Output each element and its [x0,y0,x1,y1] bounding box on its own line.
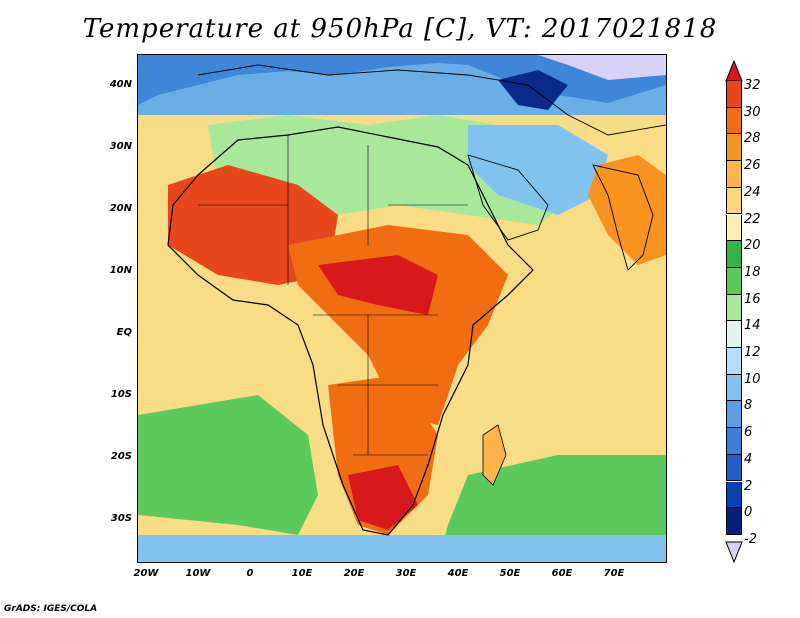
colorbar-label: 12 [744,345,761,360]
colorbar-swatch [726,401,742,429]
footer-credit: GrADS: IGES/COLA [4,604,98,614]
lat-label: EQ [116,327,132,338]
south-atlantic-green [138,395,318,535]
lon-label: 10E [291,568,313,579]
colorbar-swatch [726,374,742,402]
colorbar-swatch [726,107,742,135]
colorbar-swatch [726,241,742,268]
colorbar-swatch [726,134,742,162]
india-coastline [592,164,654,271]
colorbar-label: 20 [744,238,761,254]
colorbar-swatch [726,81,742,108]
lat-label: 40N [109,79,132,90]
colorbar-swatch [726,321,742,348]
lon-label: 20E [343,568,365,579]
map-field [138,55,666,562]
colorbar-swatch [726,267,742,295]
colorbar-label: 2 [744,478,753,494]
colorbar-label: 26 [744,158,761,174]
lon-label: 20W [133,568,159,579]
colorbar-label: 22 [744,211,761,227]
lat-label: 20N [109,203,132,214]
colorbar-label: 16 [744,291,761,307]
south-africa-core [348,465,418,530]
colorbar-label: 0 [744,505,753,521]
lon-label: 0 [246,568,254,579]
colorbar-label: 28 [744,131,761,147]
colorbar-label: 18 [744,264,761,280]
lat-label: 30N [109,141,132,152]
mediterranean-cold [498,70,568,110]
colorbar-label: -2 [744,531,757,547]
chart-title: Temperature at 950hPa [C], VT: 201702181… [82,14,718,44]
colorbar-label: 30 [744,104,761,120]
colorbar-swatch [726,454,742,482]
colorbar-arrow-top [725,60,743,82]
madagascar [482,424,507,486]
africa-coastline [167,126,534,536]
lat-label: 10S [110,389,132,400]
colorbar-label: 8 [744,398,753,414]
colorbar-swatch [726,348,742,375]
lon-label: 30E [395,568,417,579]
colorbar-label: 6 [744,425,753,441]
colorbar-label: 4 [744,451,753,467]
lat-label: 30S [110,513,132,524]
lon-label: 40E [447,568,469,579]
lat-label: 10N [109,265,132,276]
india-warm-region [588,155,666,265]
southern-ocean-cold [138,535,666,562]
country-borders [198,135,468,456]
lon-label: 10W [185,568,211,579]
lat-label: 20S [110,451,132,462]
colorbar-swatch [726,294,742,322]
colorbar-swatch [726,214,742,242]
colorbar-swatch [726,481,742,509]
far-north-lavender [538,55,666,80]
lon-label: 60E [551,568,573,579]
lon-label: 50E [499,568,521,579]
arabia-coastline [467,154,549,241]
colorbar-swatch [726,508,742,535]
colorbar-swatch [726,187,742,215]
colorbar-label: 14 [744,318,761,334]
europe-coastline [197,64,666,136]
north-cold-region [138,55,666,105]
colorbar-label: 24 [744,184,761,200]
colorbar-arrow-bottom [725,541,743,563]
colorbar-swatch [726,161,742,188]
temperature-map [137,54,667,563]
east-africa-core [318,255,438,315]
lon-label: 70E [603,568,625,579]
colorbar-label: 10 [744,371,761,387]
arabia-cool-region [468,125,608,215]
colorbar-label: 32 [744,78,761,93]
colorbar-swatch [726,428,742,455]
colorbar [725,60,743,563]
